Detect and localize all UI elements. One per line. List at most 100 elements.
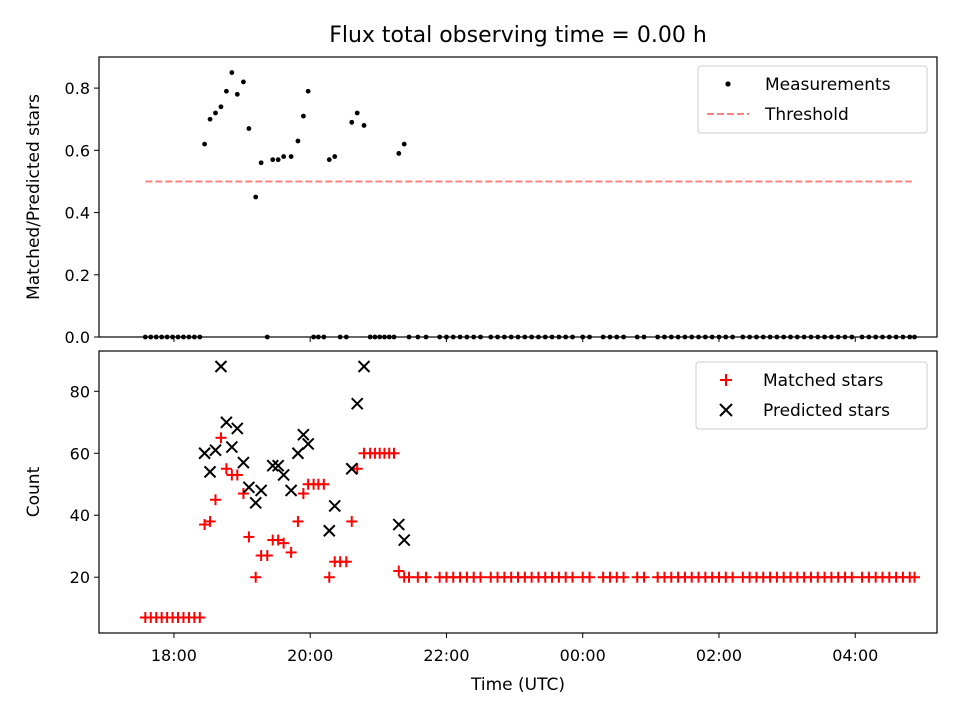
matched-star-point (318, 478, 330, 490)
bottom-x-tick-label: 20:00 (287, 646, 333, 665)
matched-star-point (346, 515, 358, 527)
matched-star-point (323, 571, 335, 583)
predicted-star-stroke-b (266, 459, 279, 472)
predicted-star-stroke-b (301, 437, 315, 451)
matched-star-point (292, 515, 304, 527)
predicted-star-point (284, 484, 298, 497)
bottom-x-tick-label: 02:00 (696, 646, 742, 665)
legend-matched-label: Matched stars (763, 371, 883, 391)
predicted-star-stroke-b (231, 422, 244, 435)
predicted-star-stroke-b (249, 496, 262, 510)
top-y-axis: 0.0 0.2 0.4 0.6 0.8 (65, 79, 99, 347)
bottom-x-axis: 18:00 20:00 22:00 00:00 02:00 04:00 (151, 633, 878, 665)
predicted-star-point (220, 416, 233, 429)
predicted-star-stroke-b (398, 533, 411, 547)
predicted-star-stroke-b (198, 447, 211, 460)
measurement-point (300, 113, 306, 119)
matched-star-point (220, 463, 232, 475)
measurement-point (295, 138, 301, 144)
matched-star-point (278, 537, 290, 549)
measurement-point (288, 154, 294, 159)
predicted-star-point (392, 518, 405, 531)
legend-threshold-label: Threshold (764, 105, 849, 125)
matched-star-point (584, 571, 596, 583)
top-panel: 0.00.20.40.60.8 Matched/Predicted stars … (24, 56, 938, 347)
predicted-star-point (271, 459, 285, 472)
predicted-star-stroke-b (209, 443, 222, 457)
predicted-star-stroke-b (277, 468, 290, 482)
legend-measurements-label: Measurements (765, 75, 891, 95)
predicted-star-point (249, 496, 262, 510)
predicted-star-point (297, 428, 310, 441)
predicted-star-stroke-b (242, 481, 256, 494)
predicted-star-point (345, 462, 358, 475)
legend-measurements-marker (725, 81, 731, 87)
predicted-star-point (266, 459, 279, 472)
measurement-point (246, 126, 252, 131)
matched-star-point (567, 571, 579, 583)
bottom-y-tick-label: 20 (70, 568, 90, 587)
matched-star-point (204, 515, 216, 527)
predicted-star-point (398, 533, 411, 547)
predicted-star-point (323, 524, 336, 537)
matched-star-point (909, 571, 921, 583)
predicted-star-stroke-b (392, 518, 405, 531)
predicted-star-stroke-b (345, 462, 358, 475)
bottom-y-tick-label: 40 (70, 506, 90, 525)
measurement-point (349, 119, 355, 125)
predicted-star-stroke-b (254, 484, 268, 497)
bottom-y-axis-label: Count (24, 466, 44, 517)
predicted-star-point (357, 360, 371, 373)
legend-predicted-marker (719, 403, 733, 417)
predicted-star-stroke-b (284, 484, 298, 497)
predicted-star-point (301, 437, 315, 451)
measurement-point (241, 79, 246, 85)
measurement-point (234, 91, 240, 97)
predicted-star-point (351, 397, 364, 410)
matched-star-point (194, 612, 206, 624)
measurement-point (213, 110, 218, 116)
measurement-point (275, 157, 281, 163)
predicted-star-stroke-b (351, 397, 364, 410)
predicted-star-stroke-b (323, 524, 336, 537)
measurement-point (305, 88, 311, 94)
predicted-star-point (231, 422, 244, 435)
predicted-star-stroke-b (203, 465, 217, 479)
legend-predicted-label: Predicted stars (763, 401, 890, 421)
matched-star-point (231, 469, 243, 481)
measurement-point (332, 154, 338, 159)
measurement-point (207, 116, 213, 122)
matched-star-point (475, 571, 487, 583)
top-y-tick-label: 0.6 (65, 141, 90, 160)
measurement-point (270, 157, 276, 163)
bottom-x-tick-label: 22:00 (423, 646, 469, 665)
measurement-point (401, 141, 407, 147)
matched-star-point (340, 556, 352, 568)
top-legend: Measurements Threshold (697, 65, 928, 134)
predicted-star-point (277, 468, 290, 482)
matched-star-point (727, 571, 739, 583)
predicted-star-point (254, 484, 268, 497)
top-y-axis-label: Matched/Predicted stars (24, 94, 44, 300)
top-y-tick-label: 0.8 (65, 79, 90, 98)
matched-star-point (393, 565, 405, 577)
x-axis-label: Time (UTC) (470, 675, 565, 695)
measurement-point (361, 123, 367, 128)
predicted-star-stroke-b (237, 456, 250, 469)
predicted-star-stroke-b (214, 360, 228, 373)
matched-star-point (297, 488, 309, 500)
matched-star-point (388, 447, 400, 459)
bottom-y-tick-label: 60 (70, 444, 90, 463)
measurement-point (218, 104, 224, 110)
matched-star-point (210, 494, 222, 506)
top-legend-frame (697, 65, 928, 134)
predicted-star-stroke-b (297, 428, 310, 441)
matched-star-point (420, 571, 432, 583)
bottom-x-tick-label: 00:00 (560, 646, 606, 665)
top-plot-frame (98, 56, 938, 338)
legend-matched-marker (720, 374, 732, 386)
top-x-axis (173, 337, 856, 342)
measurement-point (202, 141, 208, 147)
measurement-point (354, 110, 360, 116)
